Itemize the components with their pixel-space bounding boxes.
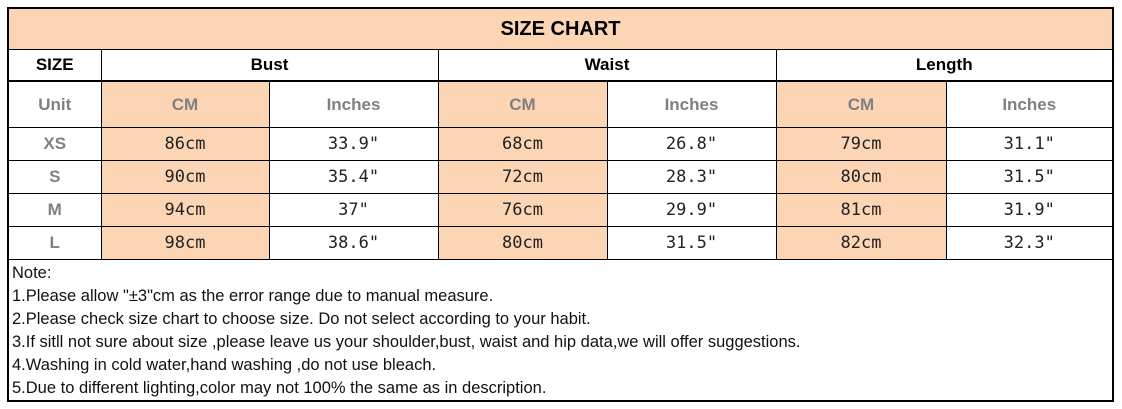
bust-in-cell: 33.9" <box>268 127 439 161</box>
length-inches-unit: Inches <box>945 80 1112 128</box>
waist-in-cell: 31.5" <box>606 226 777 260</box>
length-cm-cell: 81cm <box>775 193 947 227</box>
size-cell: M <box>9 193 102 227</box>
waist-cm-cell: 76cm <box>437 193 608 227</box>
waist-header: Waist <box>437 49 777 82</box>
waist-inches-unit: Inches <box>606 80 777 128</box>
length-cm-unit: CM <box>775 80 947 128</box>
bust-in-cell: 35.4" <box>268 160 439 194</box>
bust-cm-cell: 86cm <box>100 127 270 161</box>
length-header: Length <box>775 49 1112 82</box>
size-table: SIZE CHART SIZE Bust Waist Length Unit C… <box>9 9 1112 260</box>
notes: Note: 1.Please allow "±3"cm as the error… <box>9 260 1112 402</box>
length-cm-cell: 80cm <box>775 160 947 194</box>
bust-cm-cell: 98cm <box>100 226 270 260</box>
table-row: S 90cm 35.4" 72cm 28.3" 80cm 31.5" <box>9 160 1112 194</box>
table-row: XS 86cm 33.9" 68cm 26.8" 79cm 31.1" <box>9 127 1112 161</box>
table-row: M 94cm 37" 76cm 29.9" 81cm 31.9" <box>9 193 1112 227</box>
waist-cm-cell: 72cm <box>437 160 608 194</box>
size-cell: XS <box>9 127 102 161</box>
waist-cm-unit: CM <box>437 80 608 128</box>
bust-cm-cell: 94cm <box>100 193 270 227</box>
waist-in-cell: 26.8" <box>606 127 777 161</box>
unit-label: Unit <box>9 80 102 128</box>
length-cm-cell: 82cm <box>775 226 947 260</box>
size-chart: SIZE CHART SIZE Bust Waist Length Unit C… <box>7 7 1114 402</box>
chart-title: SIZE CHART <box>9 9 1112 50</box>
bust-in-cell: 37" <box>268 193 439 227</box>
bust-in-cell: 38.6" <box>268 226 439 260</box>
note-item: 1.Please allow "±3"cm as the error range… <box>12 287 494 305</box>
note-item: 2.Please check size chart to choose size… <box>12 310 591 328</box>
note-item: 4.Washing in cold water,hand washing ,do… <box>12 356 437 374</box>
size-cell: S <box>9 160 102 194</box>
waist-in-cell: 28.3" <box>606 160 777 194</box>
size-cell: L <box>9 226 102 260</box>
bust-inches-unit: Inches <box>268 80 439 128</box>
length-in-cell: 32.3" <box>945 226 1112 260</box>
bust-header: Bust <box>100 49 439 82</box>
note-item: 3.If sitll not sure about size ,please l… <box>12 333 801 351</box>
bust-cm-cell: 90cm <box>100 160 270 194</box>
note-item: 5.Due to different lighting,color may no… <box>12 379 547 397</box>
table-row: L 98cm 38.6" 80cm 31.5" 82cm 32.3" <box>9 226 1112 260</box>
waist-cm-cell: 80cm <box>437 226 608 260</box>
notes-heading: Note: <box>12 264 52 282</box>
size-header: SIZE <box>9 49 102 82</box>
length-in-cell: 31.5" <box>945 160 1112 194</box>
bust-cm-unit: CM <box>100 80 270 128</box>
length-in-cell: 31.1" <box>945 127 1112 161</box>
length-in-cell: 31.9" <box>945 193 1112 227</box>
length-cm-cell: 79cm <box>775 127 947 161</box>
waist-cm-cell: 68cm <box>437 127 608 161</box>
waist-in-cell: 29.9" <box>606 193 777 227</box>
